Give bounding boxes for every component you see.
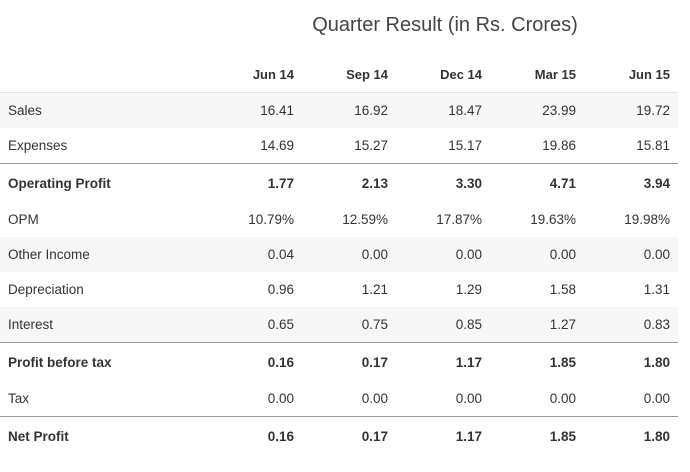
cell-value: 1.31 (643, 282, 670, 297)
cell-value: 1.80 (584, 342, 678, 381)
cell-value: 19.72 (584, 92, 678, 128)
cell-value: 15.81 (636, 138, 670, 153)
cell-value: 0.00 (490, 237, 584, 272)
row-label: Operating Profit (0, 163, 208, 202)
cell-value: 19.98% (624, 212, 670, 227)
column-header: Dec 14 (396, 56, 490, 93)
cell-value: 18.47 (396, 92, 490, 128)
cell-value: 17.87% (436, 212, 482, 227)
column-header: Mar 15 (490, 56, 584, 93)
table-title: Quarter Result (in Rs. Crores) (312, 14, 578, 36)
cell-value: 0.00 (361, 391, 388, 406)
cell-value: 0.00 (549, 391, 576, 406)
cell-value: 0.00 (455, 391, 482, 406)
cell-value: 0.16 (208, 342, 302, 381)
cell-value: 14.69 (260, 138, 294, 153)
cell-value: 19.63% (530, 212, 576, 227)
header-label-cell (0, 56, 208, 93)
cell-value: 1.29 (455, 282, 482, 297)
cell-value: 16.41 (208, 92, 302, 128)
table-row-profit-before-tax: Profit before tax 0.16 0.17 1.17 1.85 1.… (0, 342, 678, 381)
cell-value: 12.59% (342, 212, 388, 227)
cell-value: 15.17 (448, 138, 482, 153)
cell-value: 0.65 (208, 307, 302, 343)
cell-value: 19.86 (542, 138, 576, 153)
cell-value: 1.77 (208, 163, 302, 202)
cell-value: 23.99 (490, 92, 584, 128)
table-row-net-profit: Net Profit 0.16 0.17 1.17 1.85 1.80 (0, 416, 678, 455)
cell-value: 0.83 (584, 307, 678, 343)
cell-value: 0.17 (302, 416, 396, 455)
cell-value: 15.27 (354, 138, 388, 153)
cell-value: 0.75 (302, 307, 396, 343)
cell-value: 0.00 (396, 237, 490, 272)
cell-value: 0.00 (302, 237, 396, 272)
table-row-tax: Tax 0.00 0.00 0.00 0.00 0.00 (0, 381, 678, 417)
cell-value: 0.96 (267, 282, 294, 297)
cell-value: 4.71 (490, 163, 584, 202)
row-label: Expenses (8, 138, 68, 153)
row-label: Sales (0, 92, 208, 128)
cell-value: 0.00 (584, 237, 678, 272)
quarter-result-table: Jun 14 Sep 14 Dec 14 Mar 15 Jun 15 Sales… (0, 56, 678, 455)
cell-value: 10.79% (248, 212, 294, 227)
table-row-interest: Interest 0.65 0.75 0.85 1.27 0.83 (0, 307, 678, 343)
column-header: Jun 15 (584, 56, 678, 93)
cell-value: 1.17 (396, 342, 490, 381)
cell-value: 1.85 (490, 342, 584, 381)
cell-value: 3.94 (584, 163, 678, 202)
cell-value: 1.85 (490, 416, 584, 455)
cell-value: 1.58 (549, 282, 576, 297)
table-row-expenses: Expenses 14.69 15.27 15.17 19.86 15.81 (0, 128, 678, 164)
cell-value: 0.17 (302, 342, 396, 381)
row-label: Profit before tax (0, 342, 208, 381)
row-label: Interest (0, 307, 208, 343)
column-header: Sep 14 (302, 56, 396, 93)
row-label: Tax (8, 391, 30, 406)
cell-value: 0.16 (208, 416, 302, 455)
header-row: Jun 14 Sep 14 Dec 14 Mar 15 Jun 15 (0, 56, 678, 93)
cell-value: 0.04 (208, 237, 302, 272)
cell-value: 1.21 (361, 282, 388, 297)
cell-value: 1.27 (490, 307, 584, 343)
row-label: Depreciation (8, 282, 84, 297)
table-row-sales: Sales 16.41 16.92 18.47 23.99 19.72 (0, 92, 678, 128)
row-label: Other Income (0, 237, 208, 272)
cell-value: 16.92 (302, 92, 396, 128)
cell-value: 1.80 (584, 416, 678, 455)
cell-value: 0.00 (267, 391, 294, 406)
table-row-other-income: Other Income 0.04 0.00 0.00 0.00 0.00 (0, 237, 678, 272)
table-row-depreciation: Depreciation 0.96 1.21 1.29 1.58 1.31 (0, 272, 678, 307)
row-label: Net Profit (0, 416, 208, 455)
table-row-opm: OPM 10.79% 12.59% 17.87% 19.63% 19.98% (0, 202, 678, 237)
column-header: Jun 14 (208, 56, 302, 93)
cell-value: 3.30 (396, 163, 490, 202)
cell-value: 1.17 (396, 416, 490, 455)
cell-value: 0.00 (643, 391, 670, 406)
table-row-operating-profit: Operating Profit 1.77 2.13 3.30 4.71 3.9… (0, 163, 678, 202)
cell-value: 2.13 (302, 163, 396, 202)
row-label: OPM (8, 212, 39, 227)
cell-value: 0.85 (396, 307, 490, 343)
